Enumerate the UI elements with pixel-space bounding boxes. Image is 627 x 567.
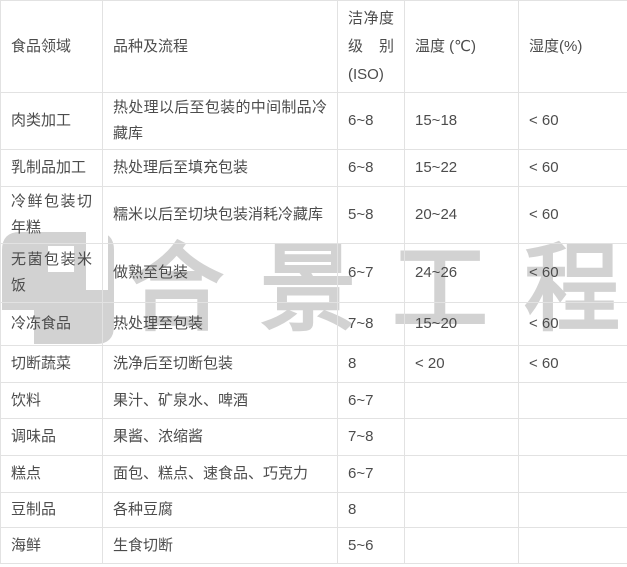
cell-process: 做熟至包装 <box>102 243 338 303</box>
cell-iso: 5~6 <box>337 527 405 564</box>
col-header-iso-class: 洁净度级别(ISO) <box>337 0 405 93</box>
cell-humidity <box>518 382 627 419</box>
cell-humidity: < 60 <box>518 345 627 383</box>
cell-process: 糯米以后至切块包装消耗冷藏库 <box>102 186 338 244</box>
cell-process: 洗净后至切断包装 <box>102 345 338 383</box>
table-row: 无菌包装米饭 做熟至包装 6~7 24~26 < 60 <box>0 243 627 303</box>
cell-humidity: < 60 <box>518 149 627 187</box>
table-body: 肉类加工 热处理以后至包装的中间制品冷藏库 6~8 15~18 < 60 乳制品加工 热处理… <box>0 92 627 564</box>
cell-field: 冷鲜包装切年糕 <box>0 186 103 244</box>
cell-humidity <box>518 527 627 564</box>
cell-field: 豆制品 <box>0 492 103 528</box>
cell-humidity <box>518 492 627 528</box>
cell-temp: 24~26 <box>404 243 519 303</box>
cell-field: 糕点 <box>0 455 103 493</box>
cell-field: 肉类加工 <box>0 92 103 150</box>
table-row: 海鲜 生食切断 5~6 <box>0 527 627 564</box>
cell-process: 各种豆腐 <box>102 492 338 528</box>
cell-temp: 15~20 <box>404 302 519 346</box>
table-row: 豆制品 各种豆腐 8 <box>0 492 627 528</box>
cell-iso: 5~8 <box>337 186 405 244</box>
cell-field: 切断蔬菜 <box>0 345 103 383</box>
cell-temp: 15~22 <box>404 149 519 187</box>
cell-temp <box>404 527 519 564</box>
cell-iso: 7~8 <box>337 418 405 456</box>
cell-field: 海鲜 <box>0 527 103 564</box>
cell-iso: 6~8 <box>337 92 405 150</box>
cell-humidity: < 60 <box>518 302 627 346</box>
col-header-process: 品种及流程 <box>102 0 338 93</box>
table-row: 乳制品加工 热处理后至填充包装 6~8 15~22 < 60 <box>0 149 627 187</box>
cell-temp: 15~18 <box>404 92 519 150</box>
table-row: 冷冻食品 热处理至包装 7~8 15~20 < 60 <box>0 302 627 346</box>
cell-humidity: < 60 <box>518 243 627 303</box>
table-row: 调味品 果酱、浓缩酱 7~8 <box>0 418 627 456</box>
cell-process: 面包、糕点、速食品、巧克力 <box>102 455 338 493</box>
cell-field: 无菌包装米饭 <box>0 243 103 303</box>
table-row: 切断蔬菜 洗净后至切断包装 8 < 20 < 60 <box>0 345 627 383</box>
cell-process: 果汁、矿泉水、啤酒 <box>102 382 338 419</box>
cell-humidity <box>518 418 627 456</box>
cell-temp: < 20 <box>404 345 519 383</box>
cell-temp <box>404 492 519 528</box>
table-row: 糕点 面包、糕点、速食品、巧克力 6~7 <box>0 455 627 493</box>
col-header-food-field: 食品领域 <box>0 0 103 93</box>
cell-iso: 8 <box>337 492 405 528</box>
cell-iso: 6~7 <box>337 243 405 303</box>
cell-humidity <box>518 455 627 493</box>
cell-humidity: < 60 <box>518 92 627 150</box>
header-row: 食品领域 品种及流程 洁净度级别(ISO) 温度 (℃) 湿度(%) <box>0 0 627 93</box>
cell-iso: 6~7 <box>337 455 405 493</box>
cell-process: 热处理至包装 <box>102 302 338 346</box>
cell-temp: 20~24 <box>404 186 519 244</box>
cell-iso: 8 <box>337 345 405 383</box>
cell-process: 热处理后至填充包装 <box>102 149 338 187</box>
col-header-humidity: 湿度(%) <box>518 0 627 93</box>
cell-temp <box>404 382 519 419</box>
cell-iso: 6~7 <box>337 382 405 419</box>
cell-process: 热处理以后至包装的中间制品冷藏库 <box>102 92 338 150</box>
cell-iso: 6~8 <box>337 149 405 187</box>
cell-process: 生食切断 <box>102 527 338 564</box>
table-row: 饮料 果汁、矿泉水、啤酒 6~7 <box>0 382 627 419</box>
table-row: 冷鲜包装切年糕 糯米以后至切块包装消耗冷藏库 5~8 20~24 < 60 <box>0 186 627 244</box>
col-header-temperature: 温度 (℃) <box>404 0 519 93</box>
cell-temp <box>404 418 519 456</box>
cell-field: 调味品 <box>0 418 103 456</box>
cell-field: 冷冻食品 <box>0 302 103 346</box>
cell-temp <box>404 455 519 493</box>
table-header: 食品领域 品种及流程 洁净度级别(ISO) 温度 (℃) 湿度(%) <box>0 0 627 93</box>
cell-humidity: < 60 <box>518 186 627 244</box>
cell-field: 乳制品加工 <box>0 149 103 187</box>
table-row: 肉类加工 热处理以后至包装的中间制品冷藏库 6~8 15~18 < 60 <box>0 92 627 150</box>
cell-iso: 7~8 <box>337 302 405 346</box>
cell-field: 饮料 <box>0 382 103 419</box>
cell-process: 果酱、浓缩酱 <box>102 418 338 456</box>
